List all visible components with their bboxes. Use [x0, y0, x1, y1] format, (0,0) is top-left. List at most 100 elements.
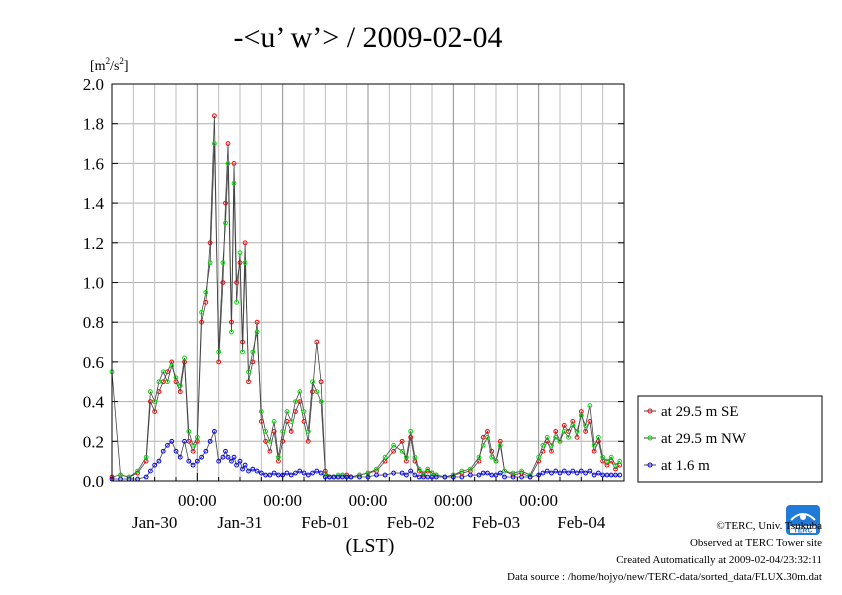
data-point-nw — [570, 423, 576, 428]
data-point-nw — [284, 409, 290, 414]
y-tick-label: 0.8 — [83, 313, 104, 332]
data-point-low — [374, 472, 379, 478]
data-point-nw — [544, 434, 550, 440]
data-point-low — [207, 438, 213, 444]
data-point-nw — [240, 349, 245, 355]
data-point-low — [203, 448, 209, 454]
data-point-low — [229, 458, 234, 464]
y-tick-label: 0.0 — [83, 472, 104, 491]
data-point-nw — [271, 419, 277, 424]
data-point-nw — [177, 383, 183, 389]
data-point-low — [557, 470, 563, 476]
series-line-low — [112, 429, 620, 480]
data-point-low — [591, 472, 597, 478]
data-point-low — [177, 454, 183, 460]
data-point-se — [225, 141, 231, 146]
data-point-se — [223, 200, 228, 206]
data-point-nw — [591, 442, 597, 448]
data-point-nw — [502, 468, 507, 474]
legend-label-se: at 29.5 m SE — [661, 404, 739, 420]
data-point-low — [540, 470, 546, 476]
footer-created: Created Automatically at 2009-02-04/23:3… — [616, 554, 822, 566]
terc-logo: TERC — [786, 505, 820, 535]
data-point-low — [254, 468, 260, 474]
y-tick-label: 1.8 — [83, 115, 104, 134]
data-point-nw — [276, 454, 281, 460]
data-point-nw — [186, 428, 192, 434]
data-point-nw — [216, 349, 222, 355]
data-point-nw — [293, 399, 298, 405]
data-point-low — [404, 472, 409, 478]
data-point-low — [549, 470, 554, 476]
legend: at 29.5 m SE at 29.5 m NW at 1.6 m — [637, 395, 823, 483]
data-point-nw — [596, 434, 601, 440]
data-point-nw — [156, 379, 162, 385]
data-point-low — [216, 458, 222, 464]
data-point-se — [574, 434, 580, 440]
data-point-nw — [220, 260, 226, 266]
x-tick-label: 00:00 — [519, 491, 558, 510]
data-point-low — [583, 470, 588, 476]
data-point-nw — [301, 409, 307, 414]
data-point-low — [544, 468, 550, 474]
data-point-nw — [165, 379, 170, 385]
y-tick-label: 1.4 — [83, 194, 105, 213]
data-point-low — [301, 470, 307, 476]
data-point-low — [348, 474, 354, 480]
data-point-nw — [173, 375, 179, 381]
data-point-nw — [314, 389, 320, 395]
data-point-low — [382, 472, 388, 478]
data-point-low — [442, 474, 448, 480]
y-tick-label: 2.0 — [83, 75, 104, 94]
data-point-low — [485, 470, 490, 476]
data-point-low — [314, 468, 320, 474]
data-point-nw — [267, 438, 273, 444]
data-point-low — [468, 472, 473, 478]
data-point-nw — [561, 428, 567, 434]
data-point-nw — [566, 434, 571, 440]
data-point-nw — [583, 423, 588, 428]
data-point-nw — [229, 329, 234, 335]
data-point-se — [288, 428, 294, 434]
data-point-se — [391, 448, 397, 454]
data-point-nw — [399, 448, 405, 454]
data-point-se — [212, 113, 217, 119]
data-point-nw — [485, 434, 490, 440]
data-point-low — [143, 474, 149, 480]
data-point-nw — [199, 309, 205, 315]
data-point-nw — [305, 428, 311, 434]
data-point-nw — [493, 458, 499, 464]
data-point-nw — [459, 468, 465, 474]
x-date-label: Feb-02 — [387, 513, 435, 532]
data-point-low — [318, 470, 324, 476]
data-point-nw — [374, 466, 379, 472]
data-point-low — [225, 454, 231, 460]
data-point-se — [246, 379, 251, 385]
chart-title: -<u’ w’> / 2009-02-04 — [233, 21, 502, 54]
data-point-low — [566, 470, 571, 476]
x-date-label: Jan-30 — [132, 513, 177, 532]
data-point-se — [583, 428, 588, 434]
data-point-low — [365, 474, 371, 480]
data-point-se — [267, 448, 273, 454]
x-tick-label: 00:00 — [263, 491, 302, 510]
data-point-nw — [600, 454, 606, 460]
data-point-nw — [280, 428, 286, 434]
legend-marker-low — [647, 462, 653, 468]
footer-copyright: ©TERC, Univ. Tsukuba — [716, 520, 822, 532]
data-point-nw — [223, 220, 228, 226]
data-point-low — [502, 474, 507, 480]
data-point-low — [223, 448, 228, 454]
data-point-low — [293, 470, 298, 476]
x-date-label: Feb-03 — [472, 513, 520, 532]
data-point-nw — [574, 428, 580, 434]
data-point-nw — [391, 442, 397, 448]
data-point-low — [237, 458, 243, 464]
data-point-low — [578, 468, 584, 474]
data-point-nw — [160, 369, 166, 375]
y-axis: 0.0 0.2 0.4 0.6 0.8 1.0 1.2 1.4 1.6 1.8 2.0 — [83, 75, 624, 491]
data-point-low — [242, 462, 248, 468]
data-point-se — [254, 319, 260, 325]
